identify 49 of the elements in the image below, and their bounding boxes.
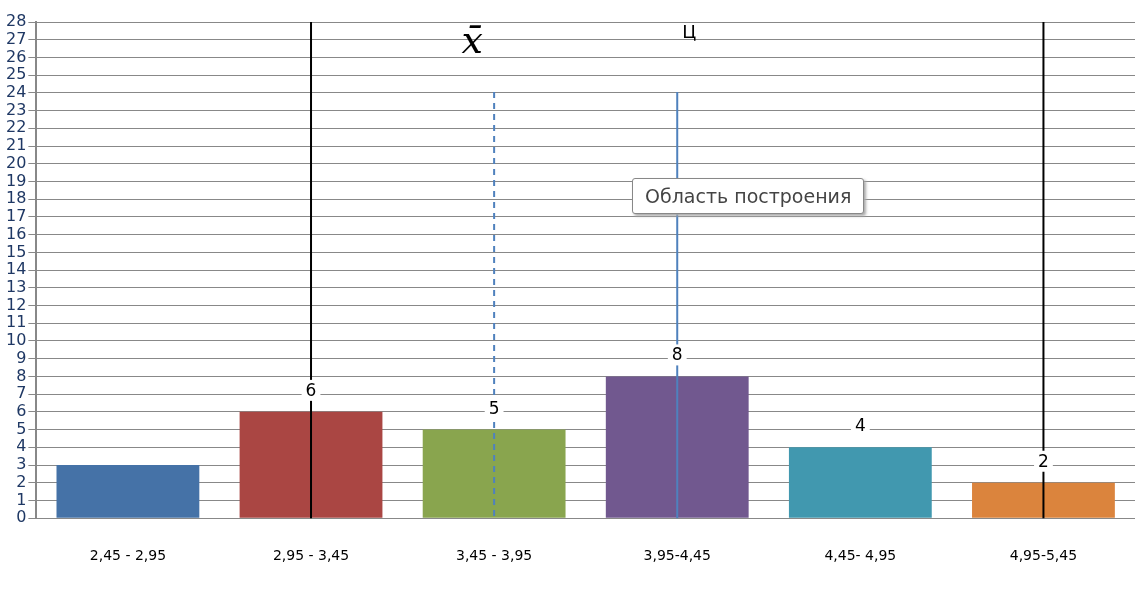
- y-tick-label: 11: [6, 312, 27, 332]
- ref-line-label: Ц: [682, 20, 697, 42]
- y-tick-label: 19: [6, 170, 27, 190]
- x-tick-label: 2,45 - 2,95: [89, 547, 167, 564]
- y-tick-label: 9: [16, 347, 27, 367]
- y-tick-label: 22: [6, 117, 27, 137]
- y-tick-label: 7: [16, 383, 27, 403]
- bar: [56, 465, 200, 518]
- ref-line-label: x̄: [461, 17, 483, 62]
- bar: [788, 447, 932, 518]
- bar: [972, 482, 1115, 518]
- annotation: Область построения: [632, 178, 865, 214]
- y-tick-label: 27: [6, 28, 27, 48]
- y-tick-label: 6: [16, 401, 27, 421]
- x-tick-label: 2,95 - 3,45: [272, 547, 350, 564]
- y-tick-label: 2: [16, 471, 27, 491]
- data-label: 2: [1038, 450, 1049, 471]
- bar: [605, 376, 749, 518]
- y-tick-label: 12: [6, 294, 27, 314]
- y-tick-label: 17: [6, 206, 27, 226]
- y-tick-label: 3: [16, 454, 27, 474]
- data-label: 5: [488, 397, 500, 418]
- y-tick-label: 28: [6, 11, 27, 31]
- y-tick-label: 24: [6, 82, 27, 102]
- y-tick-label: 13: [6, 276, 27, 296]
- y-tick-label: 0: [16, 507, 27, 527]
- y-tick-label: 26: [6, 46, 27, 66]
- y-tick-label: 16: [6, 223, 27, 243]
- y-tick-label: 25: [6, 64, 27, 84]
- x-tick-label: 4,45- 4,95: [824, 547, 897, 564]
- x-tick-label: 4,95-5,45: [1009, 547, 1078, 564]
- y-tick-label: 21: [6, 135, 27, 155]
- y-tick-label: 20: [6, 152, 27, 172]
- y-tick-label: 18: [6, 188, 27, 208]
- data-label: 4: [854, 415, 866, 436]
- y-tick-label: 1: [16, 489, 27, 509]
- x-tick-label: 3,95-4,45: [643, 547, 711, 564]
- bar: [422, 429, 566, 518]
- y-tick-label: 4: [16, 436, 27, 456]
- x-tick-label: 3,45 - 3,95: [455, 547, 533, 564]
- data-label: 6: [305, 379, 317, 400]
- y-tick-label: 10: [6, 330, 27, 350]
- y-tick-label: 8: [16, 365, 27, 385]
- y-tick-label: 15: [6, 241, 27, 261]
- data-label: 8: [671, 344, 683, 365]
- y-tick-label: 23: [6, 99, 27, 119]
- y-tick-label: 14: [6, 259, 27, 279]
- bar: [239, 411, 383, 518]
- y-tick-label: 5: [16, 418, 27, 438]
